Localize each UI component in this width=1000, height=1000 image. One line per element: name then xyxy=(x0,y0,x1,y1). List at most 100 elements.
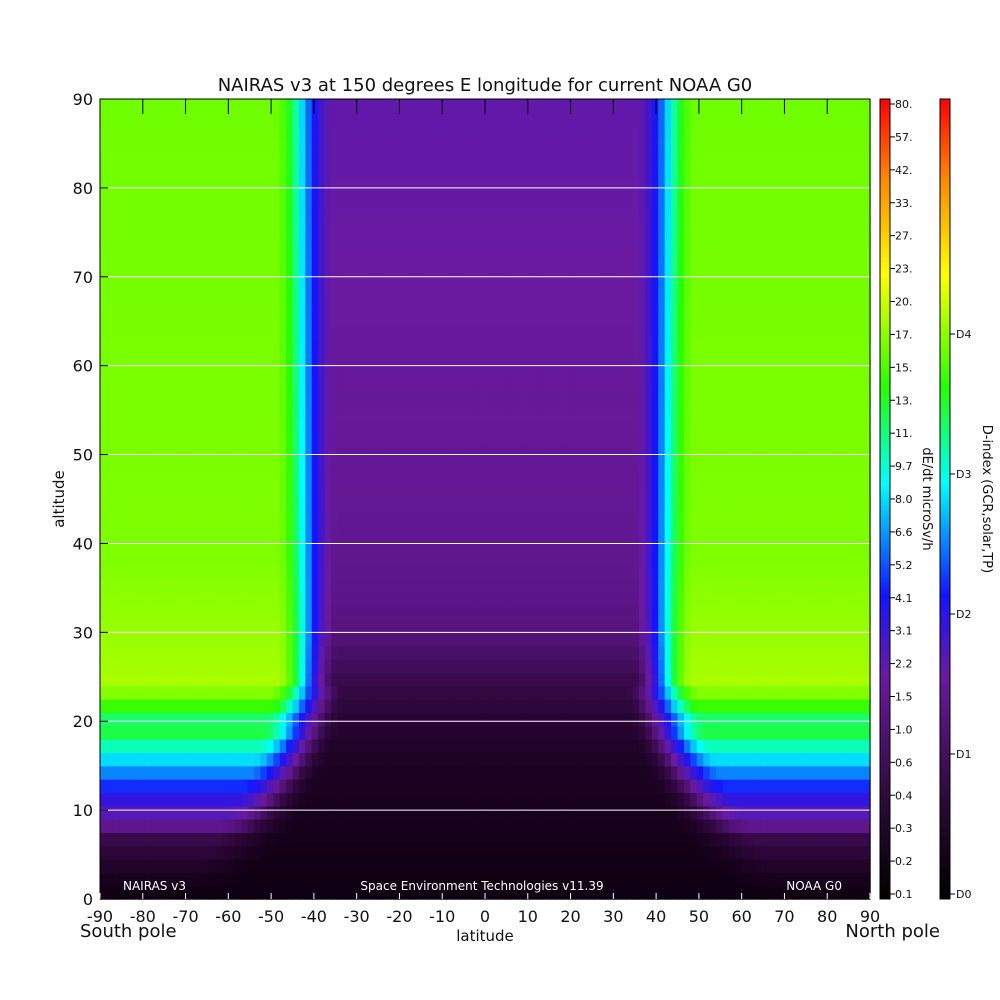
heatmap-cell xyxy=(408,645,416,660)
heatmap-cell xyxy=(478,619,486,634)
heatmap-cell xyxy=(196,832,204,847)
heatmap-cell xyxy=(132,219,140,234)
heatmap-cell xyxy=(119,845,127,860)
heatmap-cell xyxy=(234,605,242,620)
heatmap-cell xyxy=(298,299,307,314)
heatmap-cell xyxy=(549,139,557,154)
heatmap-cell xyxy=(343,672,351,687)
heatmap-cell xyxy=(305,245,313,260)
heatmap-cell xyxy=(433,152,441,167)
heatmap-cell xyxy=(542,512,550,527)
heatmap-cell xyxy=(568,579,576,594)
heatmap-cell xyxy=(388,525,396,540)
heatmap-cell xyxy=(587,499,595,514)
heatmap-cell xyxy=(497,405,505,420)
heatmap-cell xyxy=(234,512,242,527)
heatmap-cell xyxy=(254,832,262,847)
heatmap-cell xyxy=(478,472,486,487)
heatmap-cell xyxy=(414,699,422,714)
heatmap-cell xyxy=(420,392,428,407)
heatmap-cell xyxy=(298,539,307,554)
heatmap-cell xyxy=(606,419,615,434)
heatmap-cell xyxy=(363,419,371,434)
heatmap-cell xyxy=(318,152,326,167)
heatmap-cell xyxy=(626,419,634,434)
heatmap-cell xyxy=(343,765,351,780)
heatmap-cell xyxy=(343,805,351,820)
heatmap-cell xyxy=(298,485,307,500)
heatmap-cell xyxy=(587,712,595,727)
heatmap-cell xyxy=(286,579,294,594)
heatmap-cell xyxy=(209,632,217,647)
heatmap-cell xyxy=(234,379,242,394)
heatmap-cell xyxy=(183,579,191,594)
heatmap-cell xyxy=(529,365,538,380)
heatmap-cell xyxy=(472,285,480,300)
heatmap-cell xyxy=(318,845,326,860)
heatmap-cell xyxy=(350,192,358,207)
heatmap-cell xyxy=(440,325,448,340)
heatmap-cell xyxy=(331,885,339,900)
heatmap-cell xyxy=(375,552,384,567)
heatmap-cell xyxy=(491,805,499,820)
heatmap-cell xyxy=(164,672,172,687)
heatmap-cell xyxy=(273,792,281,807)
heatmap-cell xyxy=(196,405,204,420)
heatmap-cell xyxy=(112,792,120,807)
heatmap-cell xyxy=(574,805,582,820)
heatmap-cell xyxy=(119,859,127,874)
heatmap-cell xyxy=(414,272,422,287)
heatmap-cell xyxy=(440,512,448,527)
heatmap-cell xyxy=(228,885,236,900)
heatmap-cell xyxy=(100,432,108,447)
heatmap-cell xyxy=(401,619,409,634)
heatmap-cell xyxy=(497,339,505,354)
heatmap-cell xyxy=(125,432,133,447)
heatmap-cell xyxy=(331,752,339,767)
heatmap-cell xyxy=(375,405,384,420)
heatmap-cell xyxy=(215,885,223,900)
heatmap-cell xyxy=(375,165,384,180)
heatmap-cell xyxy=(626,112,634,127)
heatmap-cell xyxy=(600,152,608,167)
heatmap-cell xyxy=(157,872,165,887)
heatmap-cell xyxy=(331,432,339,447)
heatmap-cell xyxy=(125,499,133,514)
heatmap-cell xyxy=(568,445,576,460)
heatmap-cell xyxy=(504,485,512,500)
heatmap-cell xyxy=(318,112,326,127)
heatmap-cell xyxy=(170,125,178,140)
heatmap-cell xyxy=(382,419,390,434)
heatmap-cell xyxy=(375,299,384,314)
heatmap-cell xyxy=(356,365,364,380)
heatmap-cell xyxy=(125,765,133,780)
heatmap-cell xyxy=(414,552,422,567)
heatmap-cell xyxy=(196,592,204,607)
heatmap-cell xyxy=(504,472,512,487)
heatmap-cell xyxy=(433,365,441,380)
heatmap-cell xyxy=(144,632,153,647)
heatmap-cell xyxy=(375,592,384,607)
heatmap-cell xyxy=(183,432,191,447)
heatmap-cell xyxy=(363,379,371,394)
heatmap-cell xyxy=(549,525,557,540)
heatmap-cell xyxy=(395,152,403,167)
heatmap-cell xyxy=(292,472,300,487)
heatmap-cell xyxy=(510,232,518,247)
heatmap-cell xyxy=(266,699,274,714)
heatmap-cell xyxy=(144,472,153,487)
heatmap-cell xyxy=(619,392,627,407)
heatmap-cell xyxy=(202,539,210,554)
heatmap-cell xyxy=(600,219,608,234)
heatmap-cell xyxy=(440,859,448,874)
heatmap-cell xyxy=(119,219,127,234)
heatmap-cell xyxy=(388,365,396,380)
heatmap-cell xyxy=(504,285,512,300)
heatmap-cell xyxy=(369,112,377,127)
heatmap-cell xyxy=(497,765,505,780)
heatmap-cell xyxy=(337,539,345,554)
heatmap-cell xyxy=(157,725,165,740)
heatmap-cell xyxy=(497,459,505,474)
heatmap-cell xyxy=(510,765,518,780)
heatmap-cell xyxy=(510,245,518,260)
